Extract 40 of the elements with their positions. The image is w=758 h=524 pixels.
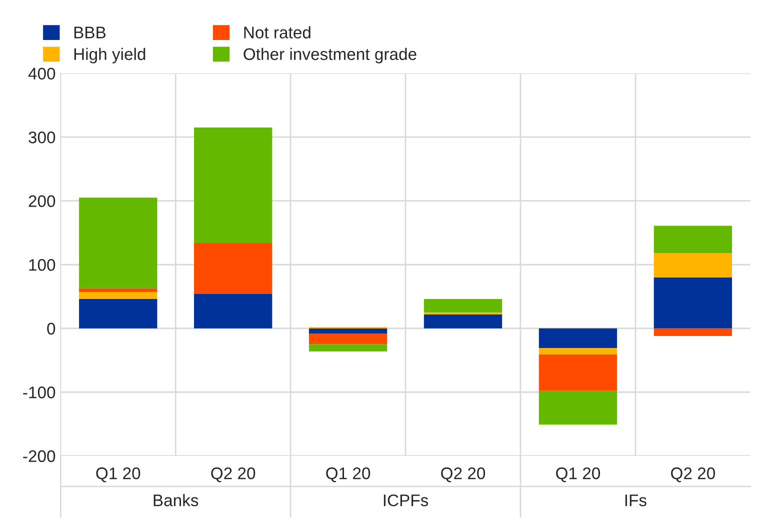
legend-label: High yield bbox=[74, 48, 146, 64]
legend-label: BBB bbox=[74, 26, 106, 38]
bar bbox=[654, 277, 732, 328]
bar bbox=[308, 333, 388, 344]
y-tick-label: 100 bbox=[29, 259, 56, 271]
bar bbox=[424, 299, 502, 312]
bar bbox=[194, 294, 272, 328]
bar bbox=[538, 348, 618, 355]
bar bbox=[308, 344, 388, 352]
text: ICPFs bbox=[384, 494, 428, 506]
x-tick-label: Q1 20 bbox=[326, 467, 370, 482]
legend-label: Not rated bbox=[244, 26, 310, 38]
bar bbox=[424, 314, 502, 328]
bar bbox=[654, 253, 732, 278]
bar bbox=[79, 292, 158, 300]
bar bbox=[79, 299, 158, 328]
x-tick-label: Q2 20 bbox=[211, 467, 256, 482]
bar bbox=[538, 328, 618, 348]
y-tick-label: 400 bbox=[28, 68, 56, 80]
bar bbox=[194, 242, 272, 294]
bar bbox=[79, 198, 158, 288]
x-tick-label: Q2 20 bbox=[441, 467, 486, 482]
x-tick-label: Q2 20 bbox=[671, 467, 715, 482]
bar bbox=[308, 328, 388, 334]
legend-label: Other investment grade bbox=[244, 48, 416, 64]
bar bbox=[538, 354, 618, 391]
y-tick-label: 300 bbox=[28, 132, 56, 144]
text: IFs bbox=[625, 494, 646, 506]
y-tick-label: 200 bbox=[28, 195, 56, 208]
bar bbox=[79, 288, 158, 292]
text: Banks bbox=[154, 494, 198, 506]
bar bbox=[194, 128, 272, 243]
y-tick-label: -100 bbox=[23, 386, 56, 398]
y-tick-label: -200 bbox=[23, 450, 56, 462]
bar bbox=[654, 226, 732, 254]
x-tick-label: Q1 20 bbox=[556, 467, 600, 482]
bar bbox=[538, 390, 618, 425]
bar bbox=[654, 328, 732, 336]
x-tick-label: Q1 20 bbox=[96, 467, 140, 482]
y-tick-label: 0 bbox=[47, 322, 56, 335]
